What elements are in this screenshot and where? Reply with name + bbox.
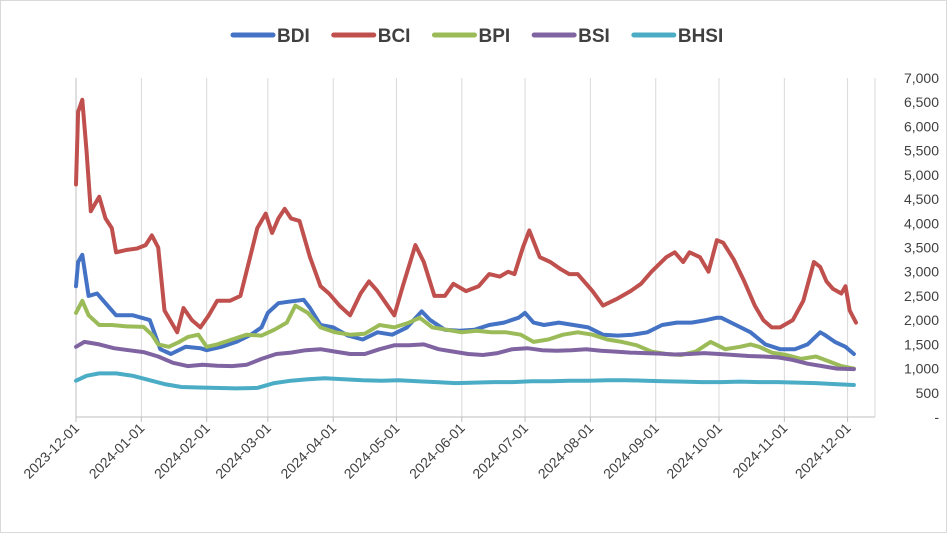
y-tick-label: 5,000: [904, 167, 939, 183]
y-tick-label: 1,500: [904, 336, 939, 352]
y-tick-label: 1,000: [904, 361, 939, 377]
series-line-bhsi: [74, 371, 856, 391]
y-tick-label: 4,000: [904, 215, 939, 231]
legend-item-bsi[interactable]: BSI: [531, 26, 610, 47]
x-tick-label: 2024-10-01: [663, 420, 725, 482]
x-tick-label: 2024-04-01: [277, 420, 339, 482]
x-tick-label: 2024-09-01: [600, 420, 662, 482]
series-line-bpi: [74, 298, 856, 371]
legend-label-bsi: BSI: [578, 26, 610, 47]
x-tick-label: 2024-12-01: [792, 420, 854, 482]
x-tick-label: 2024-05-01: [341, 420, 403, 482]
x-tick-label: 2024-07-01: [469, 420, 531, 482]
legend-item-bdi[interactable]: BDI: [230, 26, 310, 47]
x-tick-label: 2024-03-01: [212, 420, 274, 482]
y-tick-label: 6,500: [904, 94, 939, 110]
x-tick-label: 2024-06-01: [406, 420, 468, 482]
y-tick-label: 5,500: [904, 143, 939, 159]
series-lines: [74, 97, 858, 391]
y-tick-label: 7,000: [904, 70, 939, 86]
y-tick-label: 3,500: [904, 240, 939, 256]
y-tick-label: 2,500: [904, 288, 939, 304]
x-tick-label: 2024-08-01: [535, 420, 597, 482]
y-tick-label: 2,000: [904, 312, 939, 328]
legend-item-bci[interactable]: BCI: [331, 26, 411, 47]
y-tick-label: 4,500: [904, 191, 939, 207]
y-tick-label: 3,000: [904, 264, 939, 280]
gridlines: [140, 78, 876, 417]
legend-item-bhsi[interactable]: BHSI: [631, 26, 723, 47]
legend-item-bpi[interactable]: BPI: [431, 26, 510, 47]
x-tick-label: 2024-11-01: [729, 420, 790, 481]
x-axis-ticks: 2023-12-01 2024-01-01 2024-02-01 2024-03-01…: [20, 417, 854, 482]
y-tick-label: 500: [916, 385, 940, 401]
legend-label-bdi: BDI: [277, 26, 310, 47]
y-axis-ticks: - 500 1,000 1,500 2,000 2,500 3,000 3,500 4,000 4…: [904, 70, 939, 425]
legend-label-bhsi: BHSI: [678, 26, 723, 47]
series-line-bsi: [74, 339, 856, 372]
x-tick-label: 2024-01-01: [86, 420, 148, 482]
series-line-bci: [74, 97, 858, 335]
legend-label-bci: BCI: [378, 26, 411, 47]
y-tick-label: 6,000: [904, 118, 939, 134]
x-tick-label: 2024-02-01: [151, 420, 213, 482]
legend-label-bpi: BPI: [478, 26, 510, 47]
legend[interactable]: BDI BCI BPI BSI BHSI: [230, 26, 723, 47]
x-tick-label: 2023-12-01: [20, 420, 82, 482]
y-tick-label: -: [934, 409, 939, 425]
